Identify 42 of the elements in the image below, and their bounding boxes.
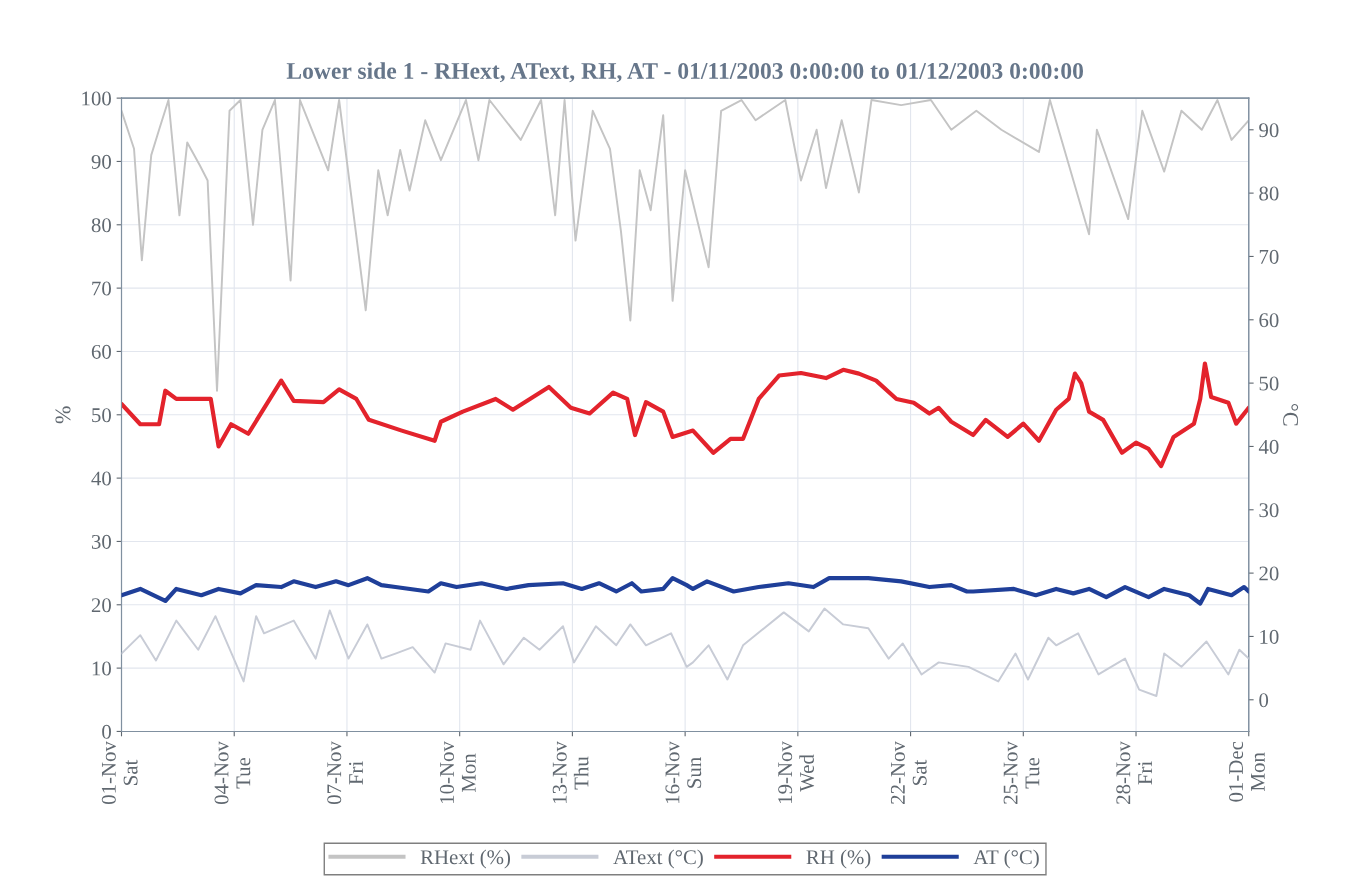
legend-label: RHext (%) bbox=[420, 849, 511, 869]
x-tick-label: 10-Nov Mon bbox=[439, 741, 476, 803]
x-tick-label: 01-Nov Sat bbox=[101, 741, 138, 805]
y-tick-label: 80 bbox=[91, 218, 111, 233]
x-tick-label: 28-Nov Fri bbox=[1116, 741, 1152, 804]
y2-tick-label: 60 bbox=[1259, 313, 1279, 328]
legend-label: AText (°C) bbox=[613, 849, 703, 869]
y-tick-label: 60 bbox=[91, 344, 111, 359]
x-tick-label: 01-Dec Mon bbox=[1229, 741, 1265, 802]
y2-tick-label: 70 bbox=[1259, 249, 1279, 264]
x-tick-label: 19-Nov Wed bbox=[778, 741, 815, 803]
chart-title: Lower side 1 - RHext, AText, RH, AT - 01/11/2003 0:00:00 to 01/12/2003 0:00:00 bbox=[286, 62, 1084, 83]
y-tick-label: 0 bbox=[102, 724, 111, 739]
y2-tick-label: 20 bbox=[1259, 566, 1279, 581]
x-tick-label: 13-Nov Thu bbox=[552, 741, 589, 803]
x-tick-label: 22-Nov Sat bbox=[890, 741, 927, 804]
y2-axis-title: °C bbox=[1283, 403, 1299, 426]
y2-tick-label: 30 bbox=[1259, 503, 1279, 518]
y2-tick-label: 50 bbox=[1259, 376, 1279, 391]
y-tick-label: 20 bbox=[91, 598, 111, 613]
legend-label: AT (°C) bbox=[973, 849, 1039, 869]
y-axis-title: % bbox=[55, 406, 71, 424]
y-tick-label: 40 bbox=[91, 471, 111, 486]
y-tick-label: 90 bbox=[91, 154, 111, 169]
y-tick-label: 30 bbox=[91, 534, 111, 549]
y2-tick-label: 40 bbox=[1258, 439, 1279, 454]
y-tick-label: 100 bbox=[82, 91, 111, 106]
x-tick-label: 04-Nov Tue bbox=[214, 741, 251, 805]
line-series bbox=[121, 361, 1249, 469]
y-tick-label: 10 bbox=[92, 661, 111, 676]
y-tick-label: 70 bbox=[92, 281, 111, 296]
y2-tick-label: 90 bbox=[1259, 123, 1279, 138]
y-tick-label: 50 bbox=[92, 408, 111, 423]
x-tick-label: 25-Nov Tue bbox=[1003, 741, 1040, 804]
y2-tick-label: 80 bbox=[1259, 186, 1279, 201]
legend-label: RH (%) bbox=[806, 849, 871, 869]
x-tick-label: 16-Nov Sun bbox=[665, 741, 702, 803]
line-series bbox=[121, 607, 1249, 697]
x-tick-label: 07-Nov Fri bbox=[327, 741, 363, 805]
y2-tick-label: 0 bbox=[1259, 693, 1269, 708]
line-series bbox=[121, 576, 1249, 606]
y2-tick-label: 10 bbox=[1260, 629, 1279, 644]
